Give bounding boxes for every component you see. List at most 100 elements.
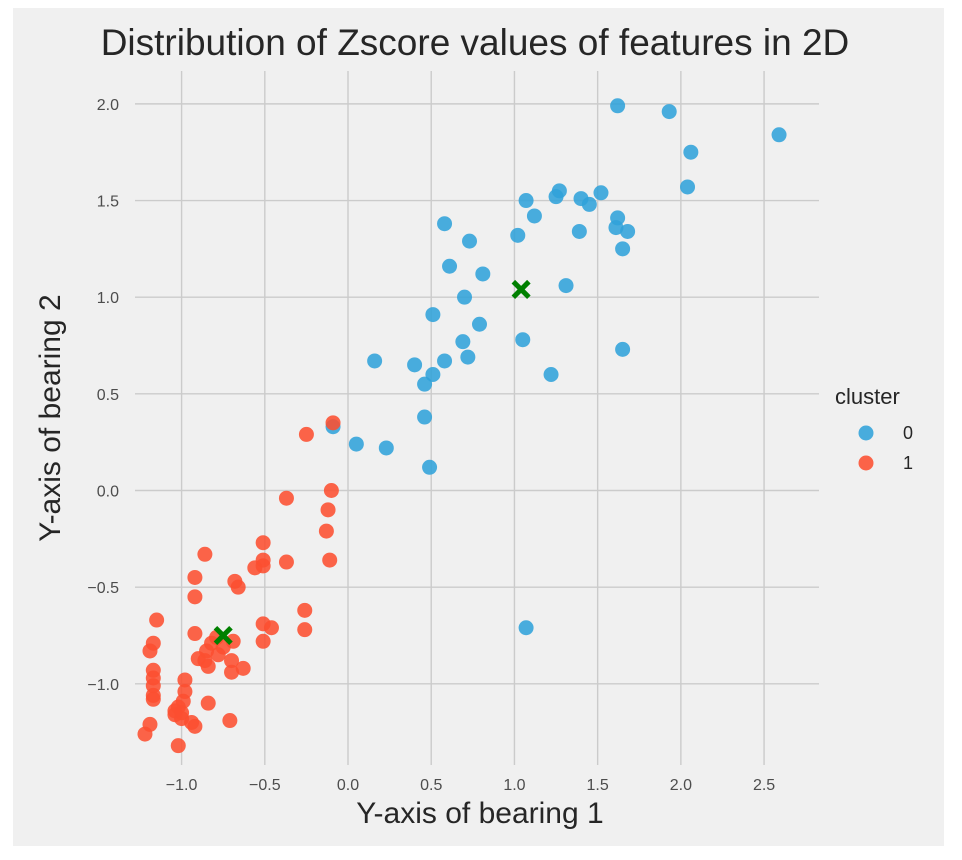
cluster-0-point <box>462 233 478 249</box>
cluster-0-point <box>348 436 364 452</box>
x-tick-label: 0.5 <box>420 777 442 794</box>
cluster-0-point <box>680 179 696 195</box>
x-tick-label: 1.5 <box>587 777 609 794</box>
cluster-1-point <box>322 552 338 568</box>
cluster-0-point <box>510 227 526 243</box>
cluster-1-point <box>255 535 271 551</box>
centroid-x-shape <box>511 279 531 299</box>
cluster-1-point <box>187 718 203 734</box>
cluster-0-point <box>518 620 534 636</box>
cluster-1-point <box>298 426 314 442</box>
cluster-0-point <box>548 189 564 205</box>
cluster-0-point <box>615 241 631 257</box>
cluster-0-point <box>571 223 587 239</box>
cluster-0-point <box>771 127 787 143</box>
cluster-1-point <box>230 579 246 595</box>
cluster-0-point <box>442 258 458 274</box>
cluster-1-point <box>197 546 213 562</box>
cluster-1-point <box>297 602 313 618</box>
cluster-0-point <box>475 266 491 282</box>
cluster-1-point <box>187 626 203 642</box>
cluster-0-point <box>518 193 534 209</box>
cluster-1-point <box>170 738 186 754</box>
x-tick-labels: −1.0 −0.5 0.0 0.5 1.0 1.5 2.0 2.5 <box>166 777 775 794</box>
x-tick-label: 2.5 <box>753 777 775 794</box>
legend-marker-0 <box>858 425 874 441</box>
y-tick-label: 0.0 <box>97 483 119 500</box>
cluster-1-point <box>297 622 313 638</box>
y-tick-label: 1.0 <box>97 290 119 307</box>
cluster-1-point <box>318 523 334 539</box>
cluster-1-point <box>224 664 240 680</box>
cluster-0-point <box>471 316 487 332</box>
cluster-0-point <box>515 332 531 348</box>
legend-label-0: 0 <box>903 423 913 443</box>
cluster-0-point <box>457 289 473 305</box>
cluster-1-point <box>142 643 158 659</box>
cluster-0-point <box>407 357 423 373</box>
x-tick-label: 1.0 <box>503 777 525 794</box>
y-axis-label: Y-axis of bearing 2 <box>34 294 67 541</box>
cluster-0-point <box>417 376 433 392</box>
cluster-1-point <box>222 713 238 729</box>
cluster-0-point <box>437 216 453 232</box>
cluster-1-point <box>255 633 271 649</box>
cluster-1-point <box>137 726 153 742</box>
centroid-x-shape <box>213 625 233 646</box>
y-tick-label: 0.5 <box>97 387 119 404</box>
cluster-1-point <box>187 589 203 605</box>
cluster-1-point <box>247 560 263 576</box>
legend-label-1: 1 <box>903 453 913 473</box>
cluster-0-point <box>615 341 631 357</box>
cluster-1-point <box>149 612 165 628</box>
legend-marker-1 <box>858 455 874 471</box>
cluster-0-point <box>683 144 699 160</box>
cluster-0-point <box>558 278 574 294</box>
cluster-1-point <box>145 691 161 707</box>
cluster-0-point <box>608 220 624 236</box>
cluster-1-point <box>323 482 339 498</box>
y-tick-label: 2.0 <box>97 97 119 114</box>
cluster-1-point <box>210 647 226 663</box>
cluster-1-point <box>263 620 279 636</box>
cluster-0-point <box>593 185 609 201</box>
cluster-0-point <box>661 104 677 120</box>
x-tick-label: 2.0 <box>670 777 692 794</box>
y-tick-label: −0.5 <box>87 580 119 597</box>
centroid-markers <box>213 279 531 646</box>
x-tick-label: −0.5 <box>249 777 281 794</box>
y-tick-labels: −1.0 −0.5 0.0 0.5 1.0 1.5 2.0 <box>87 97 119 694</box>
cluster-0-point <box>526 208 542 224</box>
cluster-0-point <box>620 223 636 239</box>
cluster-0-point <box>460 349 476 365</box>
legend: cluster 0 1 <box>835 384 913 473</box>
cluster-1-point <box>278 490 294 506</box>
cluster-1-point <box>200 695 216 711</box>
y-tick-label: 1.5 <box>97 194 119 211</box>
cluster-1-point <box>278 554 294 570</box>
cluster-1-point <box>325 415 341 431</box>
centroid-marker <box>213 625 233 646</box>
cluster-0-point <box>437 353 453 369</box>
cluster-1-point <box>235 660 251 676</box>
cluster-1-point <box>224 653 240 669</box>
cluster-0-point <box>367 353 383 369</box>
cluster-0-point <box>425 307 441 323</box>
cluster-1-point <box>177 672 193 688</box>
cluster-0-point <box>378 440 394 456</box>
legend-title: cluster <box>835 384 900 409</box>
cluster-0-point <box>455 334 471 350</box>
x-tick-label: −1.0 <box>166 777 198 794</box>
y-tick-label: −1.0 <box>87 677 119 694</box>
cluster-1-point <box>200 658 216 674</box>
cluster-1-point <box>320 502 336 518</box>
scatter-chart: −1.0 −0.5 0.0 0.5 1.0 1.5 2.0 2.5 −1.0 −0.5 0.0 0.… <box>34 22 913 830</box>
cluster-0-point <box>422 459 438 475</box>
cluster-0-point <box>581 196 597 212</box>
chart-figure: −1.0 −0.5 0.0 0.5 1.0 1.5 2.0 2.5 −1.0 −0.5 0.0 0.… <box>13 8 944 846</box>
cluster-0-point <box>610 98 626 114</box>
cluster-0-point <box>543 367 559 383</box>
cluster-0-point <box>417 409 433 425</box>
chart-title: Distribution of Zscore values of feature… <box>101 22 850 63</box>
x-tick-label: 0.0 <box>337 777 359 794</box>
